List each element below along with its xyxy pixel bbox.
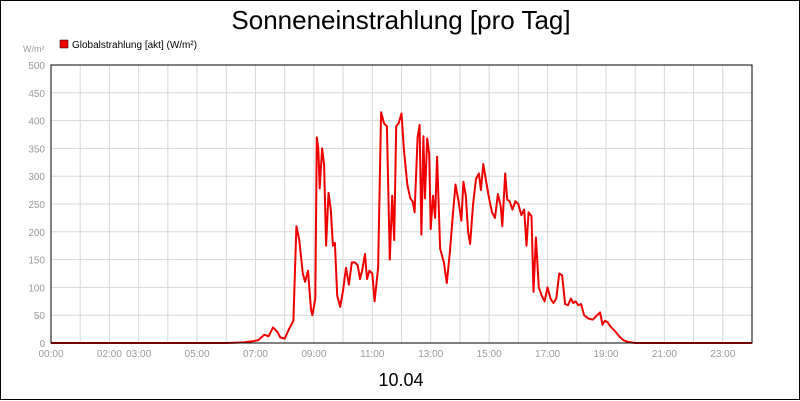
x-tick-label: 23:00 [710, 349, 735, 360]
x-tick-label: 05:00 [185, 349, 210, 360]
x-tick-label: 13:00 [418, 349, 443, 360]
y-tick-label: 100 [28, 283, 45, 294]
y-tick-label: 50 [34, 311, 46, 322]
x-tick-label: 15:00 [477, 349, 502, 360]
x-tick-labels: 00:00 02:00 03:00 05:00 07:00 09:00 11:00 13:00… [38, 349, 735, 360]
y-tick-labels: 0 50 100 150 200 250 300 350 400 450 500 [28, 61, 45, 350]
x-tick-label: 07:00 [243, 349, 268, 360]
x-tick-label: 03:00 [126, 349, 151, 360]
y-tick-label: 400 [28, 117, 45, 128]
x-tick-label: 09:00 [301, 349, 326, 360]
plot-border [50, 64, 753, 344]
x-gridlines [79, 65, 724, 343]
legend-swatch [59, 39, 69, 49]
y-unit-label: W/m² [23, 44, 45, 54]
y-tick-label: 500 [28, 61, 45, 72]
x-tick-label: 19:00 [593, 349, 618, 360]
x-tick-label: 17:00 [535, 349, 560, 360]
x-tick-label: 21:00 [652, 349, 677, 360]
y-tick-label: 300 [28, 172, 45, 183]
series-line-globalstrahlung [51, 111, 752, 344]
y-tick-label: 250 [28, 200, 45, 211]
y-tick-label: 200 [28, 228, 45, 239]
x-tick-label: 00:00 [38, 349, 63, 360]
x-tick-label: 11:00 [360, 349, 385, 360]
legend-label: Globalstrahlung [akt] (W/m²) [72, 40, 197, 51]
x-tick-label: 02:00 [97, 349, 122, 360]
y-tick-label: 450 [28, 89, 45, 100]
y-tick-label: 150 [28, 256, 45, 267]
chart-title: Sonneneinstrahlung [pro Tag] [231, 5, 570, 35]
y-tick-label: 350 [28, 144, 45, 155]
y-tick-label: 0 [39, 339, 45, 350]
date-label: 10.04 [378, 370, 423, 390]
